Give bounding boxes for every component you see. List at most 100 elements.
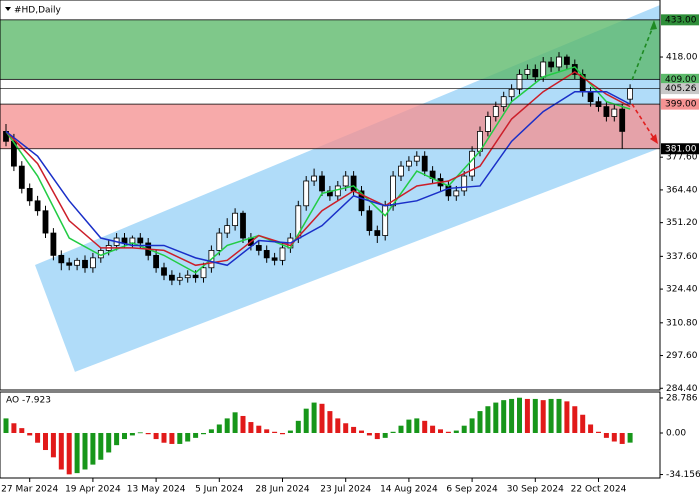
ao-bar [129,432,135,436]
ao-bar [556,398,562,433]
ao-bar [74,432,80,474]
ao-bar [588,424,594,433]
menu-triangle[interactable] [5,7,11,11]
ao-bar [398,425,404,433]
price-frame [0,0,661,391]
ao-bar [374,432,380,440]
x-tick-label: 23 Jul 2024 [320,485,371,495]
arrow-head [650,134,658,144]
y-tick-label: 297.60 [666,351,698,361]
candle-body [311,175,318,182]
ao-bar [596,431,601,433]
ao-bar [27,432,33,436]
price-label-box [661,83,699,95]
y-tick-label: 28.786 [666,393,698,403]
candle-body [366,210,373,231]
price-label-box [661,143,699,155]
candle-body [413,155,420,162]
candle-body [18,165,25,189]
candle-body [66,262,73,266]
ao-bar [359,430,364,433]
ao-bar [532,398,538,433]
y-tick-label: 0.00 [666,428,686,438]
candle-body [619,108,626,132]
candle-body [500,96,507,108]
ao-bar [169,432,175,444]
ao-bar [319,403,325,433]
forecast-down-arrow [631,103,656,141]
y-tick-label: 351.20 [666,218,698,228]
candle-body [184,274,191,279]
ao-bar [517,397,522,433]
candle-body [358,190,365,212]
price-label: 409.00 [665,75,697,85]
ao-bar [248,422,254,433]
candle-body [556,56,562,68]
candle-body [192,274,199,279]
x-tick-label: 22 Oct 2024 [571,485,627,495]
ao-bar [335,418,341,433]
ao-bar [35,432,41,443]
x-tick-label: 19 Apr 2024 [65,485,121,495]
ao-bar [114,432,120,446]
price-label: 433.00 [665,15,697,25]
ao-bar [177,432,183,444]
y-tick-label: 418.00 [666,53,698,63]
ao-bar [493,402,499,433]
x-tick-label: 14 Aug 2024 [380,485,438,495]
candle-body [161,267,167,276]
ao-bar [216,424,222,433]
y-tick-label: 310.80 [666,318,698,328]
ao-bar [351,426,357,433]
candle-body [34,200,41,212]
x-tick-label: 28 Jun 2024 [255,485,309,495]
ao-bar [303,408,309,433]
candle-body [90,257,96,269]
ao-bar [619,432,625,444]
ao-bar [232,412,238,433]
ao-bar [153,432,159,440]
ao-bar [469,418,475,433]
ao-bar [390,431,396,433]
ao-bar [603,432,609,438]
candle-body [453,190,460,197]
ao-bar [185,432,191,442]
ao-bar [382,432,388,438]
x-tick-label: 6 Sep 2024 [446,485,498,495]
ao-bar [343,423,349,433]
ao-bar [208,429,214,433]
candle-body [484,116,491,132]
candle-body [508,88,515,98]
candle-body [524,69,531,75]
y-tick-label: 324.40 [666,285,698,295]
candle-body [271,257,278,261]
candle-body [240,212,246,239]
ao-bar [414,418,420,433]
candle-body [603,106,610,117]
price-label-box [661,98,699,110]
candle-body [516,73,523,90]
candle-body [587,91,594,103]
ao-bar [430,425,436,433]
ao-bar [264,429,270,433]
price-label: 405.26 [665,84,697,94]
candle-body [82,259,88,269]
candle-body [137,237,144,244]
ao-bar [453,430,459,433]
candle-body [279,247,286,261]
candle-body [350,175,357,192]
y-tick-label: 284.40 [666,384,698,394]
candle-body [540,61,547,78]
candle-body [42,210,49,234]
candle-body [255,245,262,251]
candle-body [548,61,554,68]
ao-title: AO -7.923 [6,396,51,406]
ao-bar [524,398,530,433]
ao-bar [50,432,56,458]
x-tick-label: 27 Mar 2024 [1,485,58,495]
ao-bar [572,406,578,433]
candle-body [445,185,452,197]
ao-bar [311,402,317,433]
ao-bar [272,431,278,433]
ao-bar [485,406,491,433]
